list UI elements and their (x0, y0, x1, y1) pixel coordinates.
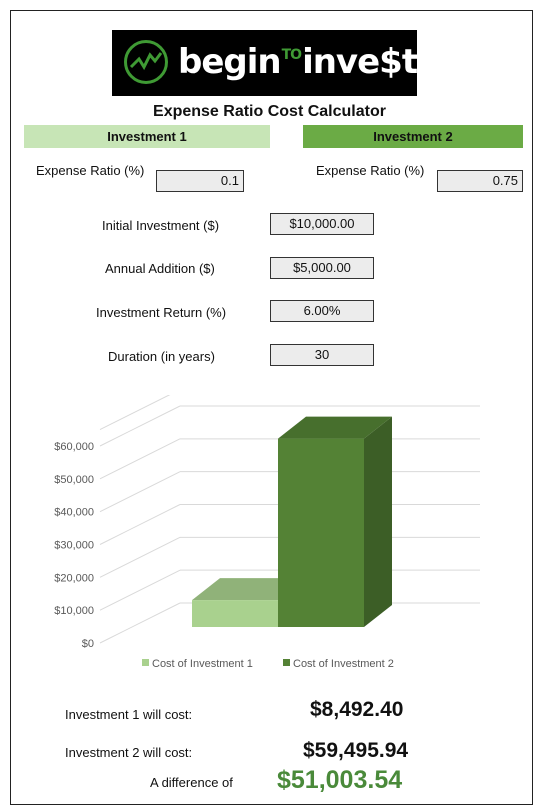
y-tick-label: $0 (82, 638, 94, 650)
y-tick-label: $20,000 (54, 572, 94, 584)
investment-return-field[interactable]: 6.00% (270, 300, 374, 322)
investment2-cost-value: $59,495.94 (303, 739, 409, 762)
brand-logo: beginTOinve$t (112, 30, 418, 96)
gridline-diagonal (99, 504, 181, 545)
gridline-diagonal (99, 438, 181, 480)
difference-value: $51,003.54 (277, 766, 403, 794)
annual-addition-label: Annual Addition ($) (105, 261, 215, 276)
gridline-diagonal (99, 569, 181, 611)
duration-field[interactable]: 30 (270, 344, 374, 366)
legend-swatch-1 (142, 659, 149, 666)
bar-investment-2 (278, 438, 364, 627)
page-title: Expense Ratio Cost Calculator (153, 103, 386, 120)
investment1-header: Investment 1 (24, 125, 270, 148)
investment1-expense-label: Expense Ratio (%) (36, 163, 145, 178)
gridline-diagonal (99, 395, 171, 431)
y-tick-label: $10,000 (54, 605, 94, 617)
y-tick-label: $30,000 (54, 540, 94, 552)
bar-side-2 (364, 416, 392, 627)
legend-swatch-2 (283, 659, 290, 666)
y-tick-label: $40,000 (54, 507, 94, 519)
cost-comparison-chart: $0 $10,000 $20,000 $30,000 $40,000 $50,000 $60… (54, 395, 480, 670)
annual-addition-field[interactable]: $5,000.00 (270, 257, 374, 279)
gridline-diagonal (99, 602, 181, 644)
initial-investment-label: Initial Investment ($) (102, 218, 220, 233)
investment2-expense-label: Expense Ratio (%) (316, 163, 425, 178)
gridline-diagonal (99, 536, 181, 578)
investment2-expense-field[interactable]: 0.75 (437, 170, 523, 192)
gridline-diagonal (99, 471, 181, 513)
legend-label-2: Cost of Investment 2 (293, 658, 394, 670)
investment2-header: Investment 2 (303, 125, 523, 148)
investment1-cost-value: $8,492.40 (310, 698, 404, 721)
bar-top-1 (192, 578, 306, 601)
y-tick-label: $50,000 (54, 474, 94, 486)
bar-investment-1 (192, 600, 278, 627)
initial-investment-field[interactable]: $10,000.00 (270, 213, 374, 235)
investment1-cost-label: Investment 1 will cost: (65, 707, 193, 722)
y-tick-label: $60,000 (54, 441, 94, 453)
investment-return-label: Investment Return (%) (96, 305, 227, 320)
logo-chart-icon (124, 40, 168, 84)
gridline-diagonal (99, 405, 181, 447)
bar-top-2 (278, 416, 392, 439)
duration-label: Duration (in years) (108, 349, 215, 364)
investment1-expense-field[interactable]: 0.1 (156, 170, 244, 192)
investment2-cost-label: Investment 2 will cost: (65, 745, 193, 760)
legend-label-1: Cost of Investment 1 (152, 658, 253, 670)
difference-label: A difference of (150, 775, 233, 790)
logo-wordmark: beginTOinve$t (178, 42, 418, 82)
